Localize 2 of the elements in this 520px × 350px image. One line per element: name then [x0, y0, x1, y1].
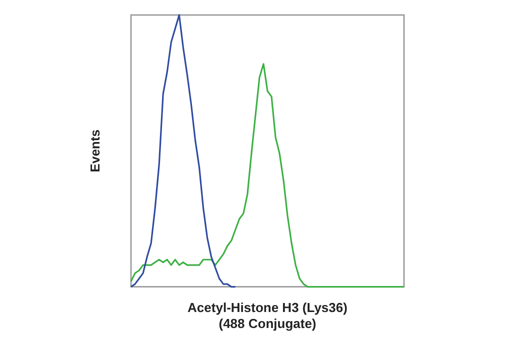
- x-axis-title: Acetyl-Histone H3 (Lys36) (488 Conjugate): [188, 300, 348, 331]
- y-axis-title: Events: [88, 130, 103, 172]
